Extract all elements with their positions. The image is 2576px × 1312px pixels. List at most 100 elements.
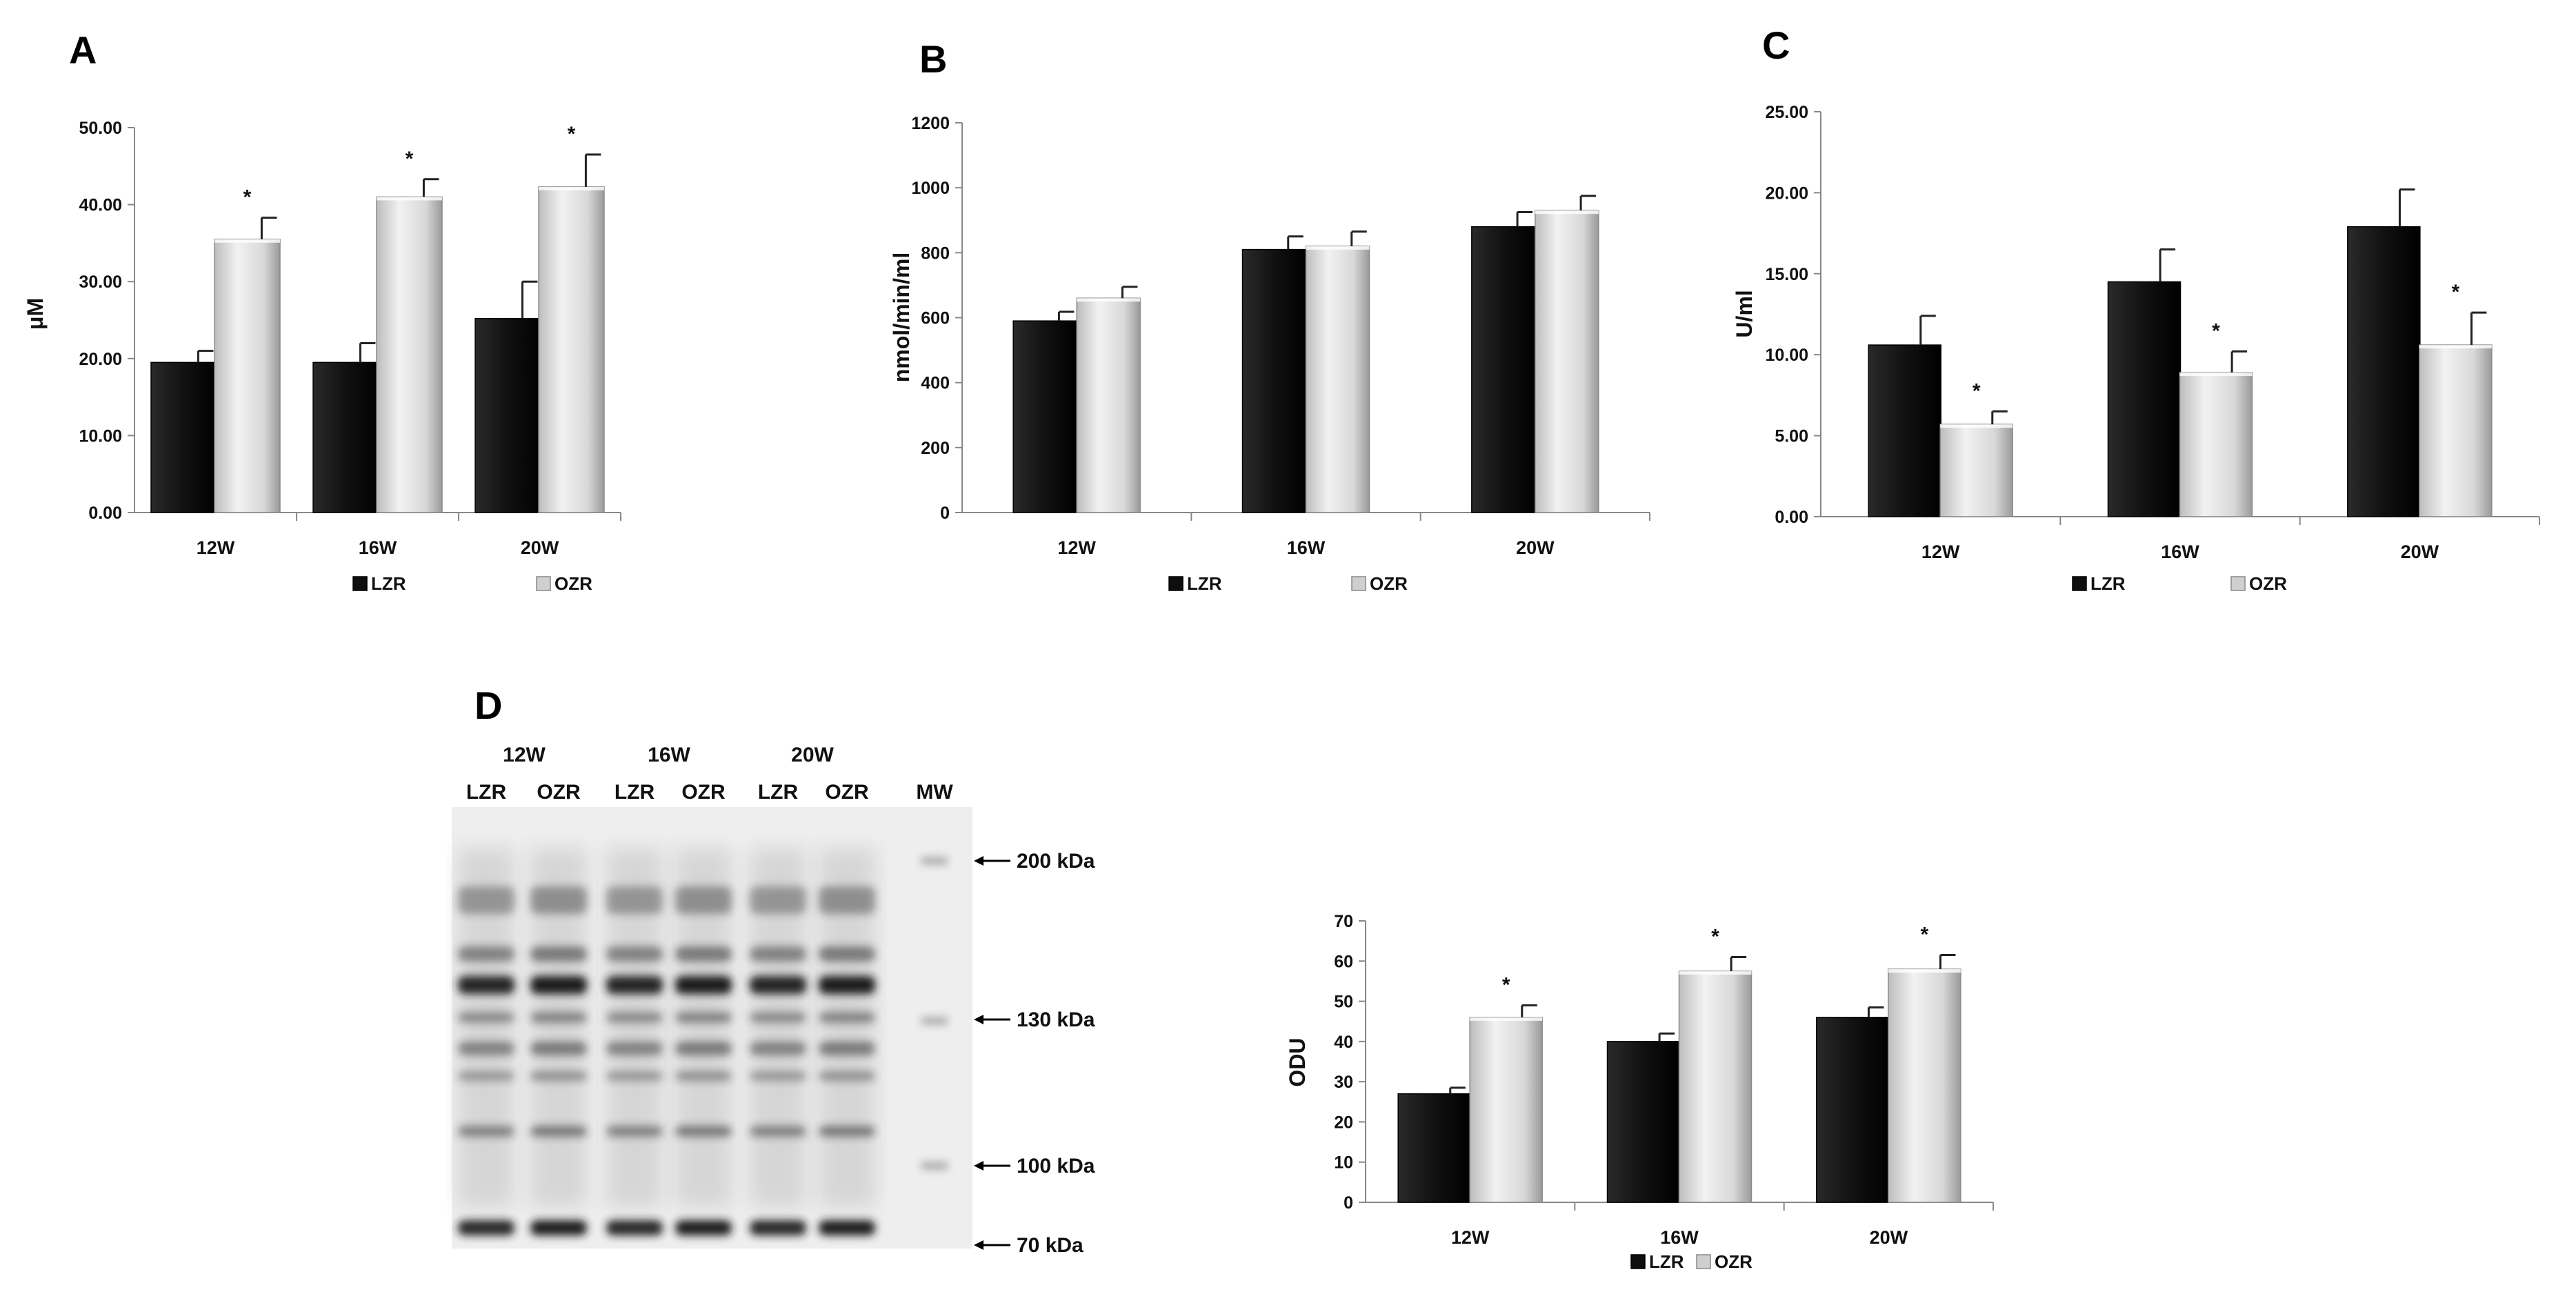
lzr-bar bbox=[150, 361, 217, 513]
mw-marker-label: 70 kDa bbox=[1017, 1234, 1084, 1257]
blot-band bbox=[750, 976, 806, 994]
legend-swatch-lzr bbox=[1630, 1254, 1646, 1269]
bar-highlight bbox=[1306, 246, 1370, 250]
legend-label-lzr: LZR bbox=[1187, 573, 1222, 594]
y-tick-label: 1000 bbox=[911, 179, 950, 198]
legend-label-ozr: OZR bbox=[1370, 573, 1408, 594]
blot-band bbox=[675, 886, 732, 914]
bar-highlight bbox=[1679, 971, 1752, 975]
y-tick-label: 20 bbox=[1334, 1113, 1353, 1132]
blot-band bbox=[750, 1012, 806, 1023]
bar-highlight bbox=[1077, 298, 1141, 302]
y-tick-label: 40 bbox=[1334, 1033, 1353, 1052]
y-tick-label: 30.00 bbox=[79, 272, 122, 292]
ozr-bar bbox=[1535, 210, 1599, 513]
blot-band bbox=[606, 1220, 663, 1235]
legend-label-ozr: OZR bbox=[2249, 573, 2287, 594]
lane-group-label: 12W bbox=[503, 744, 546, 766]
blot-band bbox=[530, 1220, 587, 1235]
bar-highlight bbox=[1535, 210, 1599, 215]
blot-band bbox=[819, 886, 875, 914]
x-tick-label: 16W bbox=[359, 537, 397, 558]
significance-star: * bbox=[1973, 379, 1981, 402]
legend-label-ozr: OZR bbox=[1715, 1251, 1753, 1272]
blot-band bbox=[530, 946, 587, 962]
chart-panel-a: A 0.00 10.00 20.00 30.00 40.00 50.00 μM 12W 16W 20… bbox=[23, 28, 621, 594]
y-tick-label: 0.00 bbox=[1775, 508, 1808, 527]
blot-band bbox=[819, 1071, 875, 1081]
ozr-bar bbox=[1939, 424, 2013, 517]
blot-band bbox=[606, 946, 663, 962]
blot-band bbox=[458, 946, 515, 962]
y-tick-label: 400 bbox=[921, 374, 950, 393]
y-axis-title: ODU bbox=[1285, 1037, 1310, 1086]
y-tick-label: 30 bbox=[1334, 1073, 1353, 1092]
ozr-bar bbox=[538, 186, 605, 513]
x-tick-label: 20W bbox=[1516, 537, 1555, 558]
y-tick-label: 10 bbox=[1334, 1153, 1353, 1173]
blot-band bbox=[458, 1012, 515, 1023]
x-tick-label: 12W bbox=[1921, 541, 1960, 562]
lane-label: MW bbox=[916, 781, 953, 804]
lane-label: OZR bbox=[825, 781, 869, 804]
blot-band bbox=[530, 1012, 587, 1023]
legend-swatch-lzr bbox=[2072, 576, 2087, 591]
panel-letter: D bbox=[475, 684, 502, 727]
lane-label: LZR bbox=[615, 781, 655, 804]
blot-band bbox=[675, 1126, 732, 1137]
blot-band bbox=[750, 1042, 806, 1055]
legend-swatch-lzr bbox=[1168, 576, 1184, 591]
bar-highlight bbox=[377, 197, 442, 201]
blot-band bbox=[750, 1071, 806, 1081]
x-tick-label: 16W bbox=[1660, 1227, 1699, 1248]
panel-letter: A bbox=[69, 28, 97, 72]
blot-band bbox=[606, 886, 663, 914]
blot-band bbox=[530, 1042, 587, 1055]
panel-letter: C bbox=[1762, 23, 1790, 67]
blot-band bbox=[458, 1071, 515, 1081]
arrow-left-icon bbox=[974, 856, 984, 866]
x-tick-label: 16W bbox=[1287, 537, 1326, 558]
lane-group-label: 16W bbox=[648, 744, 690, 766]
x-tick-label: 12W bbox=[197, 537, 235, 558]
ozr-bar bbox=[2419, 344, 2493, 517]
y-tick-label: 5.00 bbox=[1775, 427, 1808, 446]
bar-highlight bbox=[214, 239, 280, 243]
chart-panel-c: C 0.00 5.00 10.00 15.00 20.00 25.00 U/ml 12W 16W 2… bbox=[1732, 23, 2540, 594]
y-tick-label: 200 bbox=[921, 439, 950, 458]
y-tick-label: 0 bbox=[1344, 1193, 1353, 1213]
x-tick-label: 12W bbox=[1451, 1227, 1490, 1248]
significance-star: * bbox=[243, 186, 252, 209]
y-tick-label: 10.00 bbox=[79, 426, 122, 446]
blot-band bbox=[750, 886, 806, 914]
blot-band bbox=[819, 1042, 875, 1055]
blot-band bbox=[606, 1042, 663, 1055]
bar-highlight bbox=[2179, 372, 2253, 377]
blot-band bbox=[819, 1126, 875, 1137]
lzr-bar bbox=[1012, 320, 1077, 513]
legend-label-lzr: LZR bbox=[1649, 1251, 1684, 1272]
lzr-bar bbox=[2347, 226, 2421, 517]
blot-band bbox=[675, 1071, 732, 1081]
y-tick-label: 600 bbox=[921, 309, 950, 328]
y-tick-label: 20.00 bbox=[1765, 183, 1808, 203]
lzr-bar bbox=[475, 318, 541, 513]
significance-star: * bbox=[406, 148, 414, 170]
y-tick-label: 10.00 bbox=[1765, 346, 1808, 365]
x-tick-label: 16W bbox=[2161, 541, 2199, 562]
ozr-bar bbox=[214, 239, 281, 513]
lane-label: LZR bbox=[466, 781, 507, 804]
blot-band bbox=[458, 1126, 515, 1137]
x-tick-label: 20W bbox=[2401, 541, 2439, 562]
blot-band bbox=[675, 976, 732, 994]
significance-star: * bbox=[568, 123, 576, 146]
significance-star: * bbox=[2451, 281, 2459, 304]
y-tick-label: 70 bbox=[1334, 912, 1353, 931]
mw-marker-label: 200 kDa bbox=[1017, 850, 1095, 873]
significance-star: * bbox=[2212, 320, 2220, 343]
significance-star: * bbox=[1920, 924, 1928, 946]
y-tick-label: 40.00 bbox=[79, 196, 122, 215]
legend-swatch-ozr bbox=[2230, 576, 2246, 591]
y-tick-label: 25.00 bbox=[1765, 103, 1808, 122]
